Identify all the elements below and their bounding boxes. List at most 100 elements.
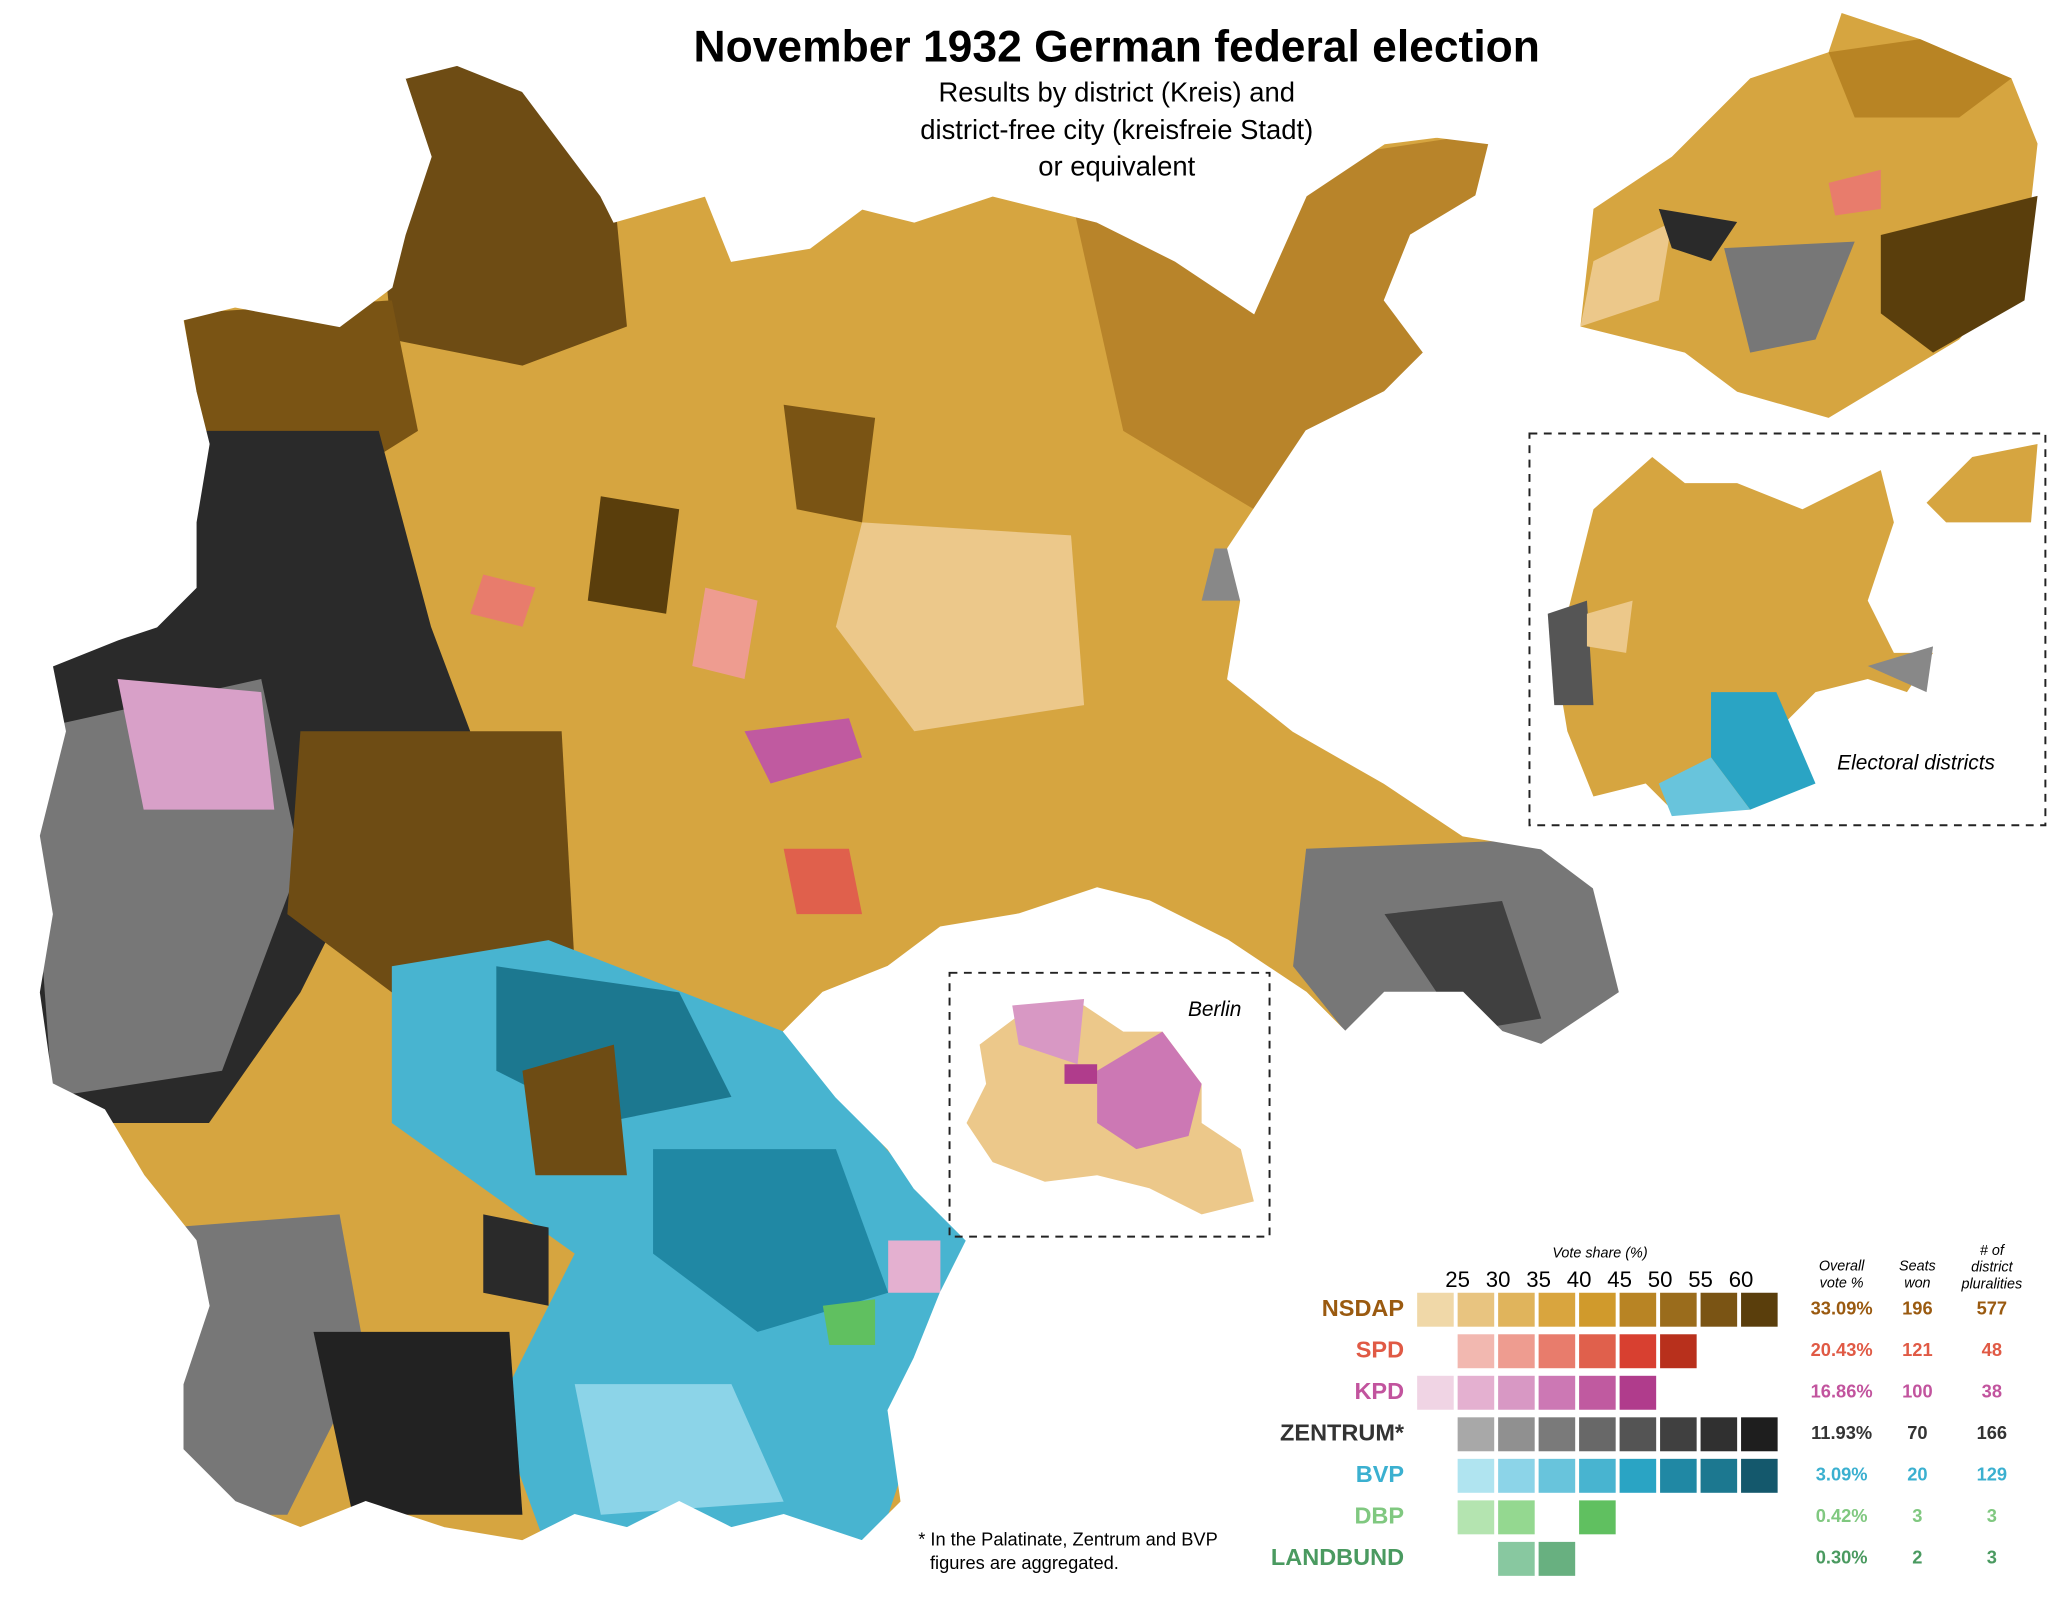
region [744, 718, 863, 784]
pluralities: 3 [1987, 1547, 1997, 1568]
swatch [1457, 1375, 1495, 1410]
column-header: vote % [1820, 1275, 1864, 1291]
column-header: pluralities [1961, 1277, 2023, 1293]
tick-label: 25 [1445, 1267, 1470, 1292]
column-header: Overall [1819, 1258, 1865, 1274]
swatch [1579, 1417, 1616, 1452]
swatch [1498, 1334, 1535, 1369]
electoral-districts-inset [1547, 443, 2038, 817]
pluralities: 129 [1977, 1464, 2007, 1485]
swatch [1619, 1417, 1657, 1452]
region [1926, 443, 2038, 523]
swatch [1457, 1334, 1495, 1369]
inset-label: Berlin [1188, 998, 1241, 1021]
swatch [1619, 1375, 1657, 1410]
swatch [1498, 1417, 1535, 1452]
party-name: DBP [1354, 1503, 1404, 1529]
column-header: won [1904, 1275, 1930, 1291]
pluralities: 38 [1982, 1381, 2002, 1402]
pluralities: 3 [1987, 1505, 1997, 1526]
berlin-inset [966, 998, 1254, 1215]
tick-label: 40 [1567, 1267, 1592, 1292]
region [1711, 692, 1816, 810]
swatch [1579, 1375, 1616, 1410]
seats: 100 [1902, 1381, 1932, 1402]
swatch [1660, 1417, 1697, 1452]
swatch [1619, 1292, 1657, 1327]
region [835, 522, 1085, 732]
tick-label: 30 [1486, 1267, 1511, 1292]
region [692, 587, 758, 680]
inset-frame [948, 971, 1271, 1238]
region [1724, 241, 1855, 353]
party-name: SPD [1356, 1336, 1404, 1362]
region [822, 1299, 876, 1345]
region [1658, 208, 1738, 262]
swatch [1660, 1334, 1697, 1369]
swatch [1741, 1458, 1778, 1493]
tick-label: 60 [1729, 1267, 1754, 1292]
vote-share: 11.93% [1811, 1422, 1872, 1443]
swatch [1579, 1292, 1616, 1327]
swatch [1498, 1375, 1535, 1410]
region [1012, 998, 1085, 1065]
region [1586, 600, 1633, 653]
swatch [1700, 1458, 1738, 1493]
inset-label: Electoral districts [1837, 751, 1995, 774]
region [1828, 169, 1881, 216]
swatch [1619, 1334, 1657, 1369]
swatch [1498, 1500, 1535, 1535]
legend: Vote share (%) 25 30 35 40 45 50 55 60 Overallvo… [1271, 1243, 2022, 1576]
party-name: KPD [1354, 1378, 1404, 1404]
pluralities: 577 [1977, 1298, 2007, 1319]
swatch [1457, 1500, 1495, 1535]
region [653, 1149, 889, 1332]
vote-share: 16.86% [1811, 1381, 1873, 1402]
title: November 1932 German federal election [694, 22, 1540, 71]
swatch [1498, 1292, 1535, 1327]
seats: 3 [1912, 1505, 1922, 1526]
seats: 2 [1912, 1547, 1922, 1568]
tick-label: 55 [1688, 1267, 1713, 1292]
swatch [1457, 1417, 1495, 1452]
vote-share: 0.30% [1816, 1547, 1868, 1568]
region [1580, 221, 1672, 327]
vote-share: 33.09% [1811, 1298, 1873, 1319]
swatch [1538, 1458, 1576, 1493]
swatch [1417, 1375, 1454, 1410]
tick-label: 35 [1526, 1267, 1551, 1292]
footnote: figures are aggregated. [930, 1552, 1119, 1573]
region [1880, 195, 2038, 353]
vote-share: 3.09% [1816, 1464, 1868, 1485]
party-name: ZENTRUM* [1280, 1420, 1405, 1446]
swatch [1700, 1292, 1738, 1327]
region [483, 1214, 549, 1306]
subtitle: district-free city (kreisfreie Stadt) [920, 114, 1313, 145]
party-name: BVP [1356, 1461, 1404, 1487]
legend-title: Vote share (%) [1552, 1245, 1647, 1261]
border [38, 64, 1621, 1542]
region [1867, 646, 1934, 693]
subtitle: Results by district (Kreis) and [939, 76, 1295, 107]
seats: 70 [1907, 1422, 1927, 1443]
inset-frame [1528, 432, 2047, 827]
region [587, 496, 680, 614]
region [1064, 1064, 1098, 1084]
swatch [1457, 1292, 1495, 1327]
region [313, 1331, 523, 1515]
region [1384, 901, 1542, 1032]
region [1097, 1031, 1202, 1150]
region [888, 1240, 941, 1293]
region [1658, 757, 1751, 817]
party-name: LANDBUND [1271, 1544, 1404, 1570]
tick-label: 45 [1607, 1267, 1632, 1292]
swatch [1579, 1334, 1616, 1369]
seats: 196 [1902, 1298, 1932, 1319]
swatch [1700, 1417, 1738, 1452]
seats: 20 [1907, 1464, 1927, 1485]
swatch [1498, 1458, 1535, 1493]
party-name: NSDAP [1322, 1295, 1404, 1321]
region [1828, 39, 2012, 118]
swatch [1538, 1334, 1576, 1369]
swatch [1538, 1292, 1576, 1327]
